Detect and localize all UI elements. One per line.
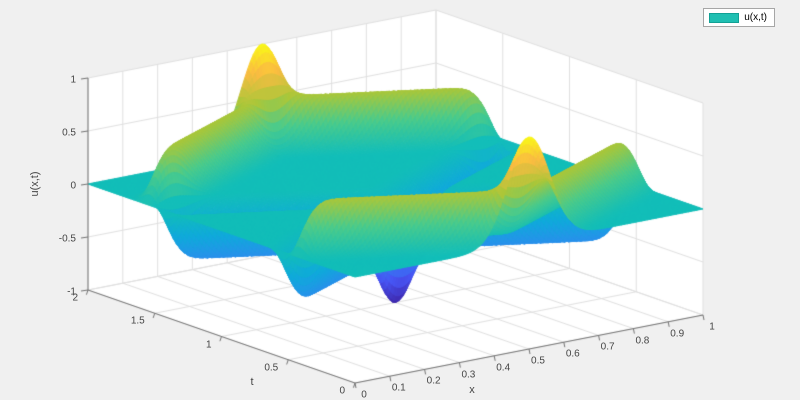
t-axis-label: t bbox=[250, 376, 254, 388]
legend[interactable]: u(x,t) bbox=[703, 8, 775, 27]
z-axis-label: u(x,t) bbox=[29, 171, 41, 197]
legend-label: u(x,t) bbox=[744, 11, 767, 23]
x-axis-label: x bbox=[469, 384, 475, 396]
legend-surface-swatch bbox=[709, 12, 740, 23]
